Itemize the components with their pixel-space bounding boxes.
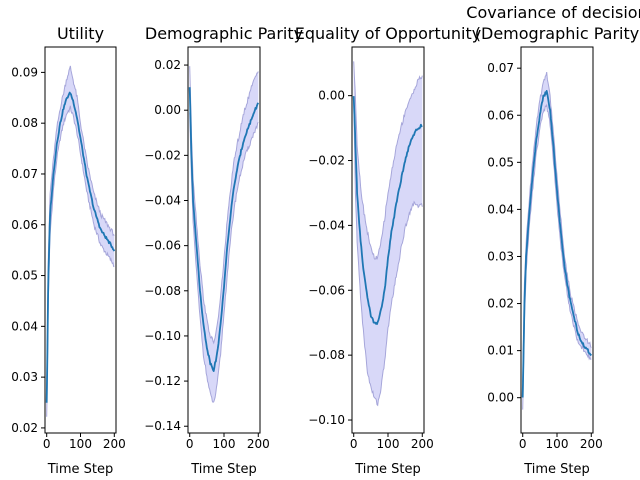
plot-area (521, 71, 593, 410)
mean-line (45, 91, 116, 403)
plot-area (352, 61, 423, 407)
y-tick-label: 0.07 (11, 167, 38, 181)
band-lower-edge (522, 103, 592, 410)
x-tick-label: 100 (377, 437, 400, 451)
confidence-band (353, 61, 423, 406)
x-tick-label: 200 (411, 437, 434, 451)
y-tick-label: 0.06 (487, 108, 514, 122)
y-tick-label: −0.06 (144, 239, 181, 253)
x-tick-label: 0 (350, 437, 358, 451)
y-tick-label: −0.14 (144, 419, 181, 433)
band-lower-edge (353, 100, 423, 407)
y-tick-label: −0.04 (144, 193, 181, 207)
confidence-band (522, 72, 592, 410)
y-tick-label: −0.10 (144, 329, 181, 343)
mean-line (521, 90, 593, 398)
subplot-4: 0 100 200 0.00 0.01 0.02 0.03 0.04 0.05 0.06 0.07 T… (466, 3, 640, 477)
axes-frame (520, 46, 594, 434)
y-tick-label: 0.03 (487, 249, 514, 263)
mean-line (352, 96, 423, 325)
x-axis-label: Time Step (190, 462, 257, 477)
y-tick-label: 0.00 (154, 103, 181, 117)
subplot-title: Covariance of decision (466, 3, 640, 22)
x-tick-label: 100 (546, 437, 569, 451)
mean-line (188, 87, 260, 372)
y-tick-label: 0.00 (318, 89, 345, 103)
y-tick-label: 0.00 (487, 391, 514, 405)
subplot-2: 0 100 200 −0.14 −0.12 −0.10 −0.08 −0.06 −0.04 −0.… (144, 24, 303, 477)
y-tick-label: 0.02 (11, 421, 38, 435)
y-tick-label: −0.12 (144, 374, 181, 388)
subplot-title: (Demographic Parity (475, 24, 639, 43)
x-tick-label: 0 (43, 437, 51, 451)
y-tick-label: −0.08 (308, 348, 345, 362)
x-tick-label: 200 (580, 437, 603, 451)
subplot-title: Demographic Parity (145, 24, 303, 43)
y-tick-label: 0.08 (11, 116, 38, 130)
y-tick-label: 0.04 (487, 202, 514, 216)
subplot-title: Equality of Opportunity (295, 24, 481, 43)
x-tick-label: 100 (69, 437, 92, 451)
x-tick-label: 200 (247, 437, 270, 451)
plot-area (188, 66, 260, 403)
y-tick-label: 0.02 (154, 58, 181, 72)
confidence-band (189, 66, 259, 403)
y-tick-label: −0.02 (144, 148, 181, 162)
y-tick-label: 0.04 (11, 319, 38, 333)
x-axis-label: Time Step (523, 462, 590, 477)
y-tick-label: 0.02 (487, 297, 514, 311)
subplot-title: Utility (57, 24, 104, 43)
y-tick-label: −0.02 (308, 154, 345, 168)
y-tick-label: 0.03 (11, 370, 38, 384)
x-tick-label: 0 (186, 437, 194, 451)
subplot-1: 0 100 200 0.02 0.03 0.04 0.05 0.06 0.07 0.08 0.09 T… (11, 24, 125, 477)
band-lower-edge (46, 105, 115, 417)
band-lower-edge (189, 112, 259, 403)
y-tick-label: 0.05 (11, 269, 38, 283)
confidence-band (46, 65, 115, 417)
y-tick-label: 0.01 (487, 344, 514, 358)
x-tick-label: 200 (103, 437, 126, 451)
x-axis-label: Time Step (47, 462, 114, 477)
subplot-3: 0 100 200 −0.10 −0.08 −0.06 −0.04 −0.02 0.00 Time… (295, 24, 481, 477)
y-tick-label: 0.05 (487, 155, 514, 169)
x-axis-label: Time Step (354, 462, 421, 477)
x-tick-label: 0 (519, 437, 527, 451)
y-tick-label: 0.09 (11, 65, 38, 79)
y-tick-label: 0.07 (487, 61, 514, 75)
plot-area (45, 65, 116, 417)
y-tick-label: −0.10 (308, 413, 345, 427)
band-upper-edge (189, 66, 259, 345)
band-upper-edge (522, 71, 592, 383)
band-upper-edge (353, 61, 423, 260)
y-tick-label: 0.06 (11, 218, 38, 232)
y-tick-label: −0.04 (308, 218, 345, 232)
x-tick-label: 100 (213, 437, 236, 451)
y-tick-label: −0.06 (308, 283, 345, 297)
band-upper-edge (46, 65, 115, 390)
y-tick-label: −0.08 (144, 284, 181, 298)
